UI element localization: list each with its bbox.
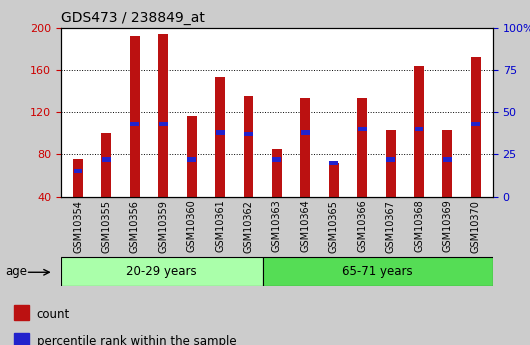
Bar [272, 157, 281, 161]
Text: age: age [5, 265, 27, 278]
Text: GSM10367: GSM10367 [386, 200, 395, 253]
Bar [443, 130, 453, 197]
Text: GSM10370: GSM10370 [471, 200, 481, 253]
Bar [159, 122, 167, 126]
Bar [301, 130, 310, 135]
Text: percentile rank within the sample: percentile rank within the sample [37, 335, 236, 345]
Bar [414, 66, 424, 197]
Text: GSM10356: GSM10356 [130, 200, 140, 253]
Bar [130, 36, 140, 197]
Bar [262, 257, 493, 286]
Text: GSM10354: GSM10354 [73, 200, 83, 253]
Bar [414, 127, 423, 131]
Bar [357, 98, 367, 197]
Bar [102, 157, 111, 161]
Bar [101, 133, 111, 197]
Text: GSM10359: GSM10359 [158, 200, 168, 253]
Bar [358, 127, 367, 131]
Bar [272, 149, 282, 197]
Bar [216, 130, 225, 135]
Bar [14, 305, 29, 320]
Bar [14, 333, 29, 345]
Bar [329, 163, 339, 197]
Bar [73, 159, 83, 197]
Bar [187, 116, 197, 197]
Text: 65-71 years: 65-71 years [342, 265, 413, 278]
Bar [187, 157, 196, 161]
Bar [244, 132, 253, 136]
Text: count: count [37, 308, 70, 321]
Bar [61, 257, 262, 286]
Bar [386, 130, 395, 197]
Bar [74, 169, 83, 174]
Bar [471, 57, 481, 197]
Bar [471, 122, 480, 126]
Text: GSM10366: GSM10366 [357, 200, 367, 253]
Bar [215, 77, 225, 197]
Text: GDS473 / 238849_at: GDS473 / 238849_at [61, 11, 205, 25]
Bar [329, 161, 338, 165]
Text: GSM10368: GSM10368 [414, 200, 424, 253]
Text: GSM10365: GSM10365 [329, 200, 339, 253]
Text: GSM10363: GSM10363 [272, 200, 282, 253]
Bar [386, 157, 395, 161]
Text: GSM10362: GSM10362 [243, 200, 253, 253]
Bar [158, 34, 168, 197]
Text: GSM10360: GSM10360 [187, 200, 197, 253]
Text: 20-29 years: 20-29 years [127, 265, 197, 278]
Bar [243, 96, 253, 197]
Text: GSM10361: GSM10361 [215, 200, 225, 253]
Text: GSM10355: GSM10355 [101, 200, 111, 253]
Text: GSM10369: GSM10369 [443, 200, 453, 253]
Bar [130, 122, 139, 126]
Text: GSM10364: GSM10364 [301, 200, 311, 253]
Bar [301, 98, 311, 197]
Bar [443, 157, 452, 161]
